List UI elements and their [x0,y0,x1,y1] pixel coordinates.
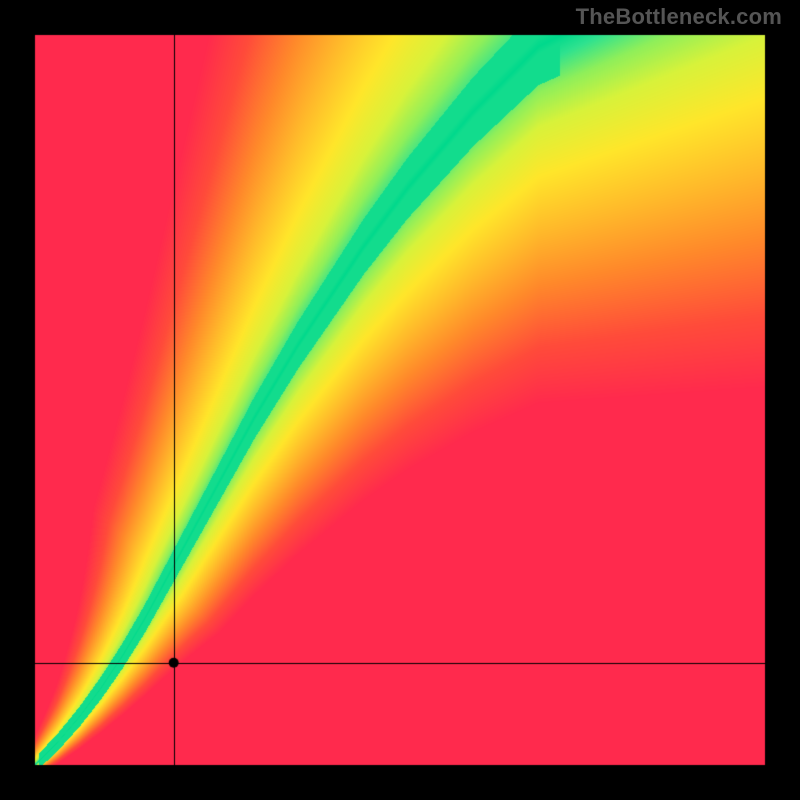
chart-container: TheBottleneck.com [0,0,800,800]
watermark-text: TheBottleneck.com [576,4,782,30]
bottleneck-heatmap [0,0,800,800]
